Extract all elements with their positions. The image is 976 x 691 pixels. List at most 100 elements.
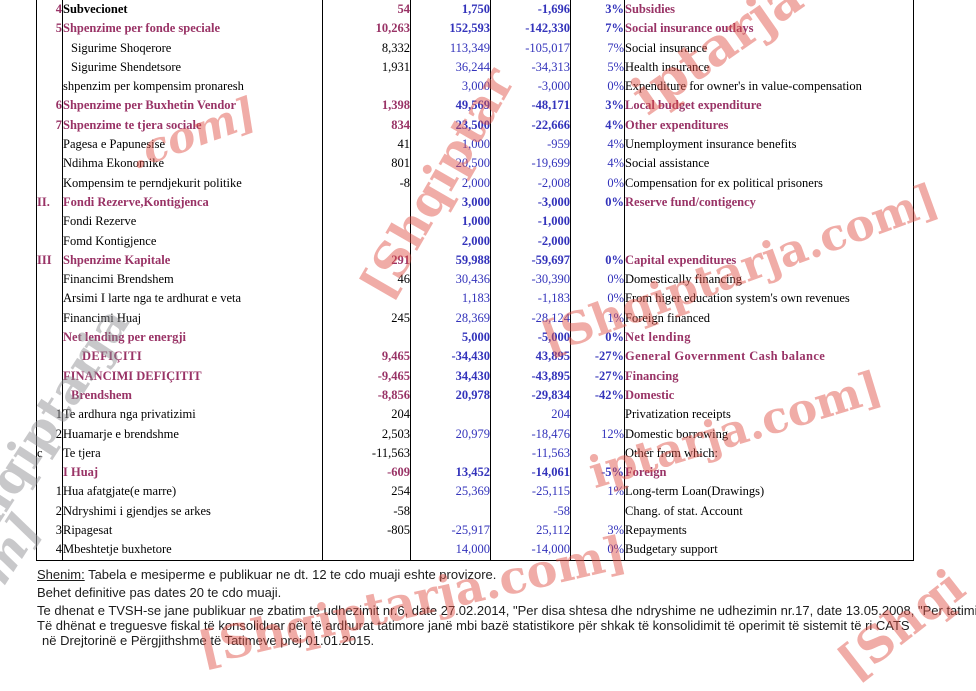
value-3: -1,000 [490, 212, 571, 232]
row-id [36, 385, 63, 406]
percent: 3% [570, 521, 625, 541]
row-id [36, 289, 63, 309]
table-row: I Huaj -609 13,452 -14,061 -5% Foreign [36, 463, 914, 483]
value-3: -11,563 [490, 443, 571, 464]
row-id: 1 [36, 482, 63, 502]
label-en: Reserve fund/contigency [624, 192, 914, 213]
row-id: 2 [36, 501, 63, 522]
footnote-line-4: Të dhënat e treguesve fiskal të konsolid… [37, 618, 910, 633]
value-2: 20,978 [410, 385, 491, 406]
percent: -42% [570, 385, 625, 406]
value-3: -34,313 [490, 57, 571, 78]
value-1: 9,465 [322, 347, 411, 367]
table-row: Fondi Rezerve 1,000 -1,000 [36, 212, 914, 232]
value-2: 1,000 [410, 135, 491, 155]
percent: -27% [570, 347, 625, 367]
value-1 [322, 77, 411, 97]
value-1: 834 [322, 115, 411, 136]
label-en: Financing [624, 366, 914, 386]
value-3: -3,000 [490, 192, 571, 213]
value-3: -59,697 [490, 250, 571, 271]
label-en: Unemployment insurance benefits [624, 135, 914, 155]
value-2: 14,000 [410, 540, 491, 561]
percent [570, 231, 625, 251]
value-2: 152,593 [410, 19, 491, 39]
percent: 0% [570, 173, 625, 193]
value-1: -805 [322, 521, 411, 541]
value-3: -48,171 [490, 96, 571, 116]
label-sq: Pagesa e Papunesise [62, 135, 323, 155]
percent: 7% [570, 38, 625, 58]
percent: 3% [570, 96, 625, 116]
label-en: Domestic [624, 385, 914, 406]
row-id: 6 [36, 96, 63, 116]
table-row: 5 Shpenzime per fonde speciale 10,263 152,5… [36, 19, 914, 39]
label-sq: Ndryshimi i gjendjes se arkes [62, 501, 323, 522]
label-sq: Shpenzime per fonde speciale [62, 19, 323, 39]
table-row: Kompensim te perndjekurit politike -8 2,00… [36, 173, 914, 193]
row-id: 4 [36, 540, 63, 561]
note-label: Shenim: [37, 567, 85, 582]
label-sq: Sigurime Shendetsore [62, 57, 323, 78]
value-1: 801 [322, 154, 411, 174]
table-row: Net lending per energji 5,000 -5,000 0% Net … [36, 328, 914, 348]
value-2: 25,369 [410, 482, 491, 502]
label-sq: DEFIÇITI [62, 347, 323, 367]
value-3: -14,000 [490, 540, 571, 561]
row-id: II. [36, 192, 63, 213]
value-2 [410, 501, 491, 522]
table-row: Pagesa e Papunesise 41 1,000 -959 4% Unemploy… [36, 135, 914, 155]
label-sq: I Huaj [62, 463, 323, 483]
value-1: 1,931 [322, 57, 411, 78]
row-id [36, 135, 63, 155]
label-en: Foreign [624, 463, 914, 483]
label-sq: Shpenzime per Buxhetin Vendor [62, 96, 323, 116]
value-1: 254 [322, 482, 411, 502]
label-en: Foreign financed [624, 308, 914, 329]
value-3: 204 [490, 405, 571, 425]
table-row: Financimi Huaj 245 28,369 -28,124 1% Foreign … [36, 308, 914, 329]
label-sq: Huamarje e brendshme [62, 424, 323, 444]
label-en: Repayments [624, 521, 914, 541]
label-sq: Ndihma Ekonomike [62, 154, 323, 174]
label-sq: Fondi Rezerve [62, 212, 323, 232]
label-sq: Fomd Kontigjence [62, 231, 323, 251]
value-2: 59,988 [410, 250, 491, 271]
label-en: Net lending [624, 328, 914, 348]
label-en: Chang. of stat. Account [624, 501, 914, 522]
value-2: 2,000 [410, 173, 491, 193]
table-row: 3 Ripagesat -805 -25,917 25,112 3% Repayments [36, 521, 914, 541]
label-en: Other expenditures [624, 115, 914, 136]
table-row: 4 Subvecionet 54 1,750 -1,696 3% Subsidies [36, 0, 914, 20]
label-sq: Te ardhura nga privatizimi [62, 405, 323, 425]
label-en [624, 231, 914, 251]
value-3: -105,017 [490, 38, 571, 58]
value-2: 30,436 [410, 270, 491, 290]
value-3: 43,895 [490, 347, 571, 367]
value-2: 23,500 [410, 115, 491, 136]
value-2: 2,000 [410, 231, 491, 251]
table-row: 1 Te ardhura nga privatizimi 204 204 Privati… [36, 405, 914, 425]
row-id: 7 [36, 115, 63, 136]
value-2: 5,000 [410, 328, 491, 348]
value-1 [322, 231, 411, 251]
value-3: -43,895 [490, 366, 571, 386]
label-sq: shpenzim per kompensim pronaresh [62, 77, 323, 97]
label-en [624, 212, 914, 232]
percent: 0% [570, 192, 625, 213]
table-row: shpenzim per kompensim pronaresh 3,000 -3,… [36, 77, 914, 97]
label-en: Budgetary support [624, 540, 914, 561]
percent: 0% [570, 328, 625, 348]
value-2: -34,430 [410, 347, 491, 367]
row-id: 5 [36, 19, 63, 39]
value-2: 113,349 [410, 38, 491, 58]
row-id [36, 308, 63, 329]
value-2: 20,979 [410, 424, 491, 444]
percent [570, 501, 625, 522]
label-en: Long-term Loan(Drawings) [624, 482, 914, 502]
label-sq: Financimi Brendshem [62, 270, 323, 290]
value-1: 245 [322, 308, 411, 329]
label-sq: Brendshem [62, 385, 323, 406]
value-3: -22,666 [490, 115, 571, 136]
value-3: -1,696 [490, 0, 571, 20]
